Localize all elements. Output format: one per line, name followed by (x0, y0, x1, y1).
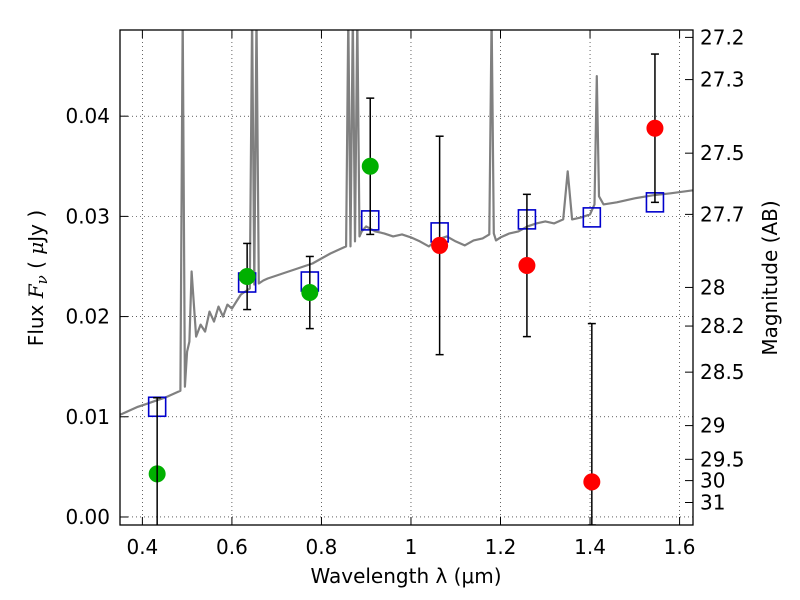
right-tick-label: 28 (700, 275, 725, 299)
y-axis-label: Flux Fν ( μJy ) (24, 210, 51, 346)
data-point-circle (518, 256, 536, 274)
plot-area (120, 30, 693, 525)
right-tick-label: 30 (700, 469, 725, 493)
right-tick-label: 28.5 (700, 360, 745, 384)
data-point-circle (238, 267, 256, 285)
right-tick-label: 29.5 (700, 447, 745, 471)
data-point-circle (431, 236, 449, 254)
spectrum-line (120, 30, 693, 416)
y-axis-right-label: Magnitude (AB) (758, 200, 782, 355)
y-tick-label: 0.04 (65, 104, 110, 128)
data-point-circle (301, 284, 319, 302)
x-tick-label: 1 (405, 535, 418, 559)
y-tick-label: 0.02 (65, 305, 110, 329)
x-tick-label: 0.6 (216, 535, 248, 559)
right-tick-label: 27.3 (700, 68, 745, 92)
x-tick-label: 0.8 (306, 535, 338, 559)
data-point-circle (583, 473, 601, 491)
right-tick-label: 29 (700, 414, 725, 438)
model-point-square (582, 207, 602, 228)
x-tick-label: 0.4 (126, 535, 158, 559)
y-axis-left: 0.00 0.01 0.02 0.03 0.04 (65, 104, 128, 529)
x-axis: 0.4 0.6 0.8 1 1.2 1.4 1.6 (126, 30, 695, 559)
x-tick-label: 1.6 (664, 535, 696, 559)
data-point-circle (646, 119, 664, 137)
x-axis-label: Wavelength λ (μm) (310, 564, 501, 588)
data-point-circle (361, 157, 379, 175)
right-tick-label: 31 (700, 491, 725, 515)
plot-frame (119, 29, 694, 526)
grid (120, 30, 693, 525)
right-tick-label: 27.2 (700, 25, 745, 49)
y-tick-label: 0.03 (65, 204, 110, 228)
x-tick-label: 1.2 (485, 535, 517, 559)
y-tick-label: 0.01 (65, 405, 110, 429)
right-tick-label: 27.7 (700, 202, 745, 226)
right-tick-label: 28.2 (700, 314, 745, 338)
right-tick-label: 27.5 (700, 141, 745, 165)
x-tick-label: 1.4 (574, 535, 606, 559)
y-tick-label: 0.00 (65, 505, 110, 529)
